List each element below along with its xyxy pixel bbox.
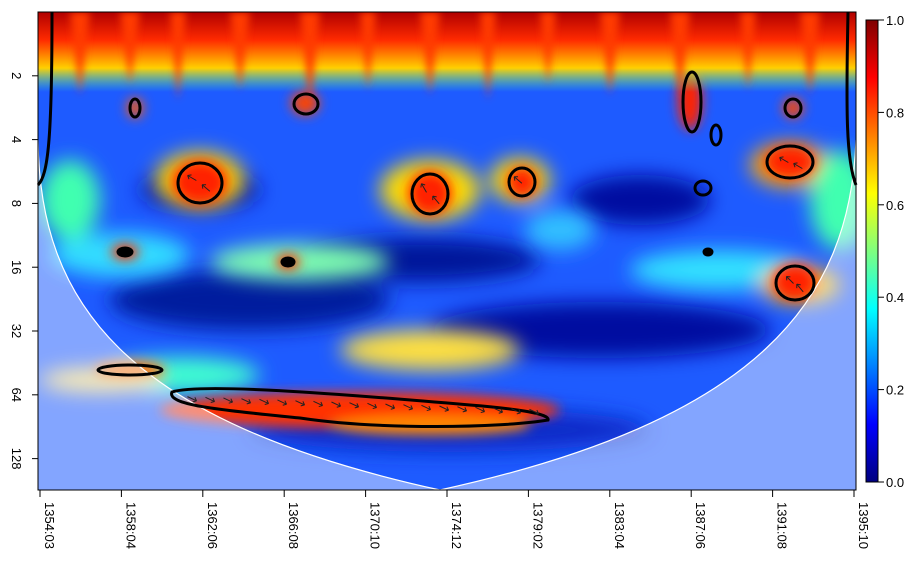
phase-arrow xyxy=(493,407,503,414)
phase-arrow xyxy=(201,184,211,192)
contour-dot-1 xyxy=(116,246,134,258)
colorbar: 0.0 0.2 0.4 0.6 0.8 1.0 xyxy=(865,13,904,490)
colorbar-tick-label: 0.2 xyxy=(886,383,904,398)
contour-blob-4 xyxy=(765,144,815,180)
x-tick-label: 1395:10 xyxy=(856,502,871,549)
phase-arrow xyxy=(205,396,215,404)
colorbar-tick-label: 0.0 xyxy=(886,475,904,490)
contour-blob-8 xyxy=(681,70,703,134)
phase-arrow xyxy=(331,401,341,408)
phase-arrow xyxy=(313,400,323,408)
phase-arrow xyxy=(421,404,431,412)
phase-arrows xyxy=(187,156,804,416)
phase-arrow xyxy=(403,404,413,411)
phase-arrow xyxy=(511,408,521,415)
x-tick-label: 1379:02 xyxy=(530,502,545,549)
heatmap-top-band xyxy=(38,12,856,92)
phase-arrow xyxy=(277,399,287,406)
x-tick-label: 1358:04 xyxy=(123,502,138,549)
x-tick-label: 1362:06 xyxy=(205,502,220,549)
contour-blob-5 xyxy=(774,264,816,302)
contour-blob-9 xyxy=(709,123,723,147)
heatmap-top-spikes xyxy=(70,12,820,105)
phase-arrow xyxy=(785,275,794,284)
colorbar-tick-label: 0.8 xyxy=(886,105,904,120)
x-tick-label: 1370:10 xyxy=(368,502,383,549)
contour-blob-2 xyxy=(410,172,450,216)
y-tick-label: 8 xyxy=(9,200,24,207)
y-tick-label: 16 xyxy=(9,260,24,274)
phase-arrow xyxy=(187,174,197,181)
x-tick-label: 1383:04 xyxy=(612,502,627,549)
colorbar-tick-label: 0.4 xyxy=(886,290,904,305)
phase-arrow xyxy=(367,402,377,410)
contour-right-edge xyxy=(845,11,858,186)
contour-blob-11 xyxy=(693,179,713,197)
contour-blob-1 xyxy=(176,161,224,205)
phase-arrow xyxy=(529,408,539,416)
significance-contours xyxy=(36,11,858,428)
contour-dot-2 xyxy=(280,256,296,268)
x-tick-label: 1354:03 xyxy=(42,502,57,549)
phase-arrow xyxy=(187,396,197,403)
y-tick-label: 128 xyxy=(9,448,24,470)
contour-left-edge xyxy=(36,11,54,187)
y-tick-label: 2 xyxy=(9,72,24,79)
colorbar-tick-label: 0.6 xyxy=(886,198,904,213)
contour-blob-7 xyxy=(128,97,142,119)
y-axis: 2 4 8 16 32 64 128 xyxy=(9,72,38,469)
colorbar-tick-label: 1.0 xyxy=(886,13,904,28)
heatmap-low-regions xyxy=(110,170,770,452)
contour-small-64 xyxy=(96,363,164,377)
contour-blob-3 xyxy=(507,166,537,198)
contour-dot-3 xyxy=(702,247,714,257)
x-axis: 1354:03 1358:04 1362:06 1366:08 1370:10 1374:… xyxy=(39,490,871,549)
phase-arrow xyxy=(513,176,523,184)
phase-arrow xyxy=(475,406,485,414)
phase-arrow xyxy=(793,162,803,169)
phase-arrow xyxy=(457,406,467,413)
phase-arrow xyxy=(295,400,305,407)
colorbar-gradient xyxy=(865,19,879,483)
phase-arrow xyxy=(439,405,449,412)
contour-long-band xyxy=(170,387,550,428)
phase-arrow xyxy=(420,183,427,193)
contour-blob-10 xyxy=(783,97,803,119)
phase-arrow xyxy=(796,283,804,293)
colorbar-ticks: 0.0 0.2 0.4 0.6 0.8 1.0 xyxy=(878,13,904,490)
y-tick-label: 4 xyxy=(9,136,24,143)
x-tick-label: 1387:06 xyxy=(693,502,708,549)
cone-of-influence xyxy=(38,12,856,490)
x-tick-label: 1374:12 xyxy=(449,502,464,549)
phase-arrow xyxy=(241,398,251,405)
x-tick-label: 1366:08 xyxy=(286,502,301,549)
phase-arrow xyxy=(779,156,789,163)
phase-arrow xyxy=(385,403,395,410)
phase-arrow xyxy=(349,402,359,409)
heatmap-field xyxy=(38,12,856,490)
y-tick-label: 32 xyxy=(9,324,24,338)
phase-arrow xyxy=(432,195,440,205)
heatmap-high-regions xyxy=(95,70,817,435)
phase-arrow xyxy=(259,398,269,406)
contour-blob-6 xyxy=(292,92,320,116)
x-tick-label: 1391:08 xyxy=(775,502,790,549)
y-tick-label: 64 xyxy=(9,388,24,402)
phase-arrow xyxy=(223,397,233,404)
